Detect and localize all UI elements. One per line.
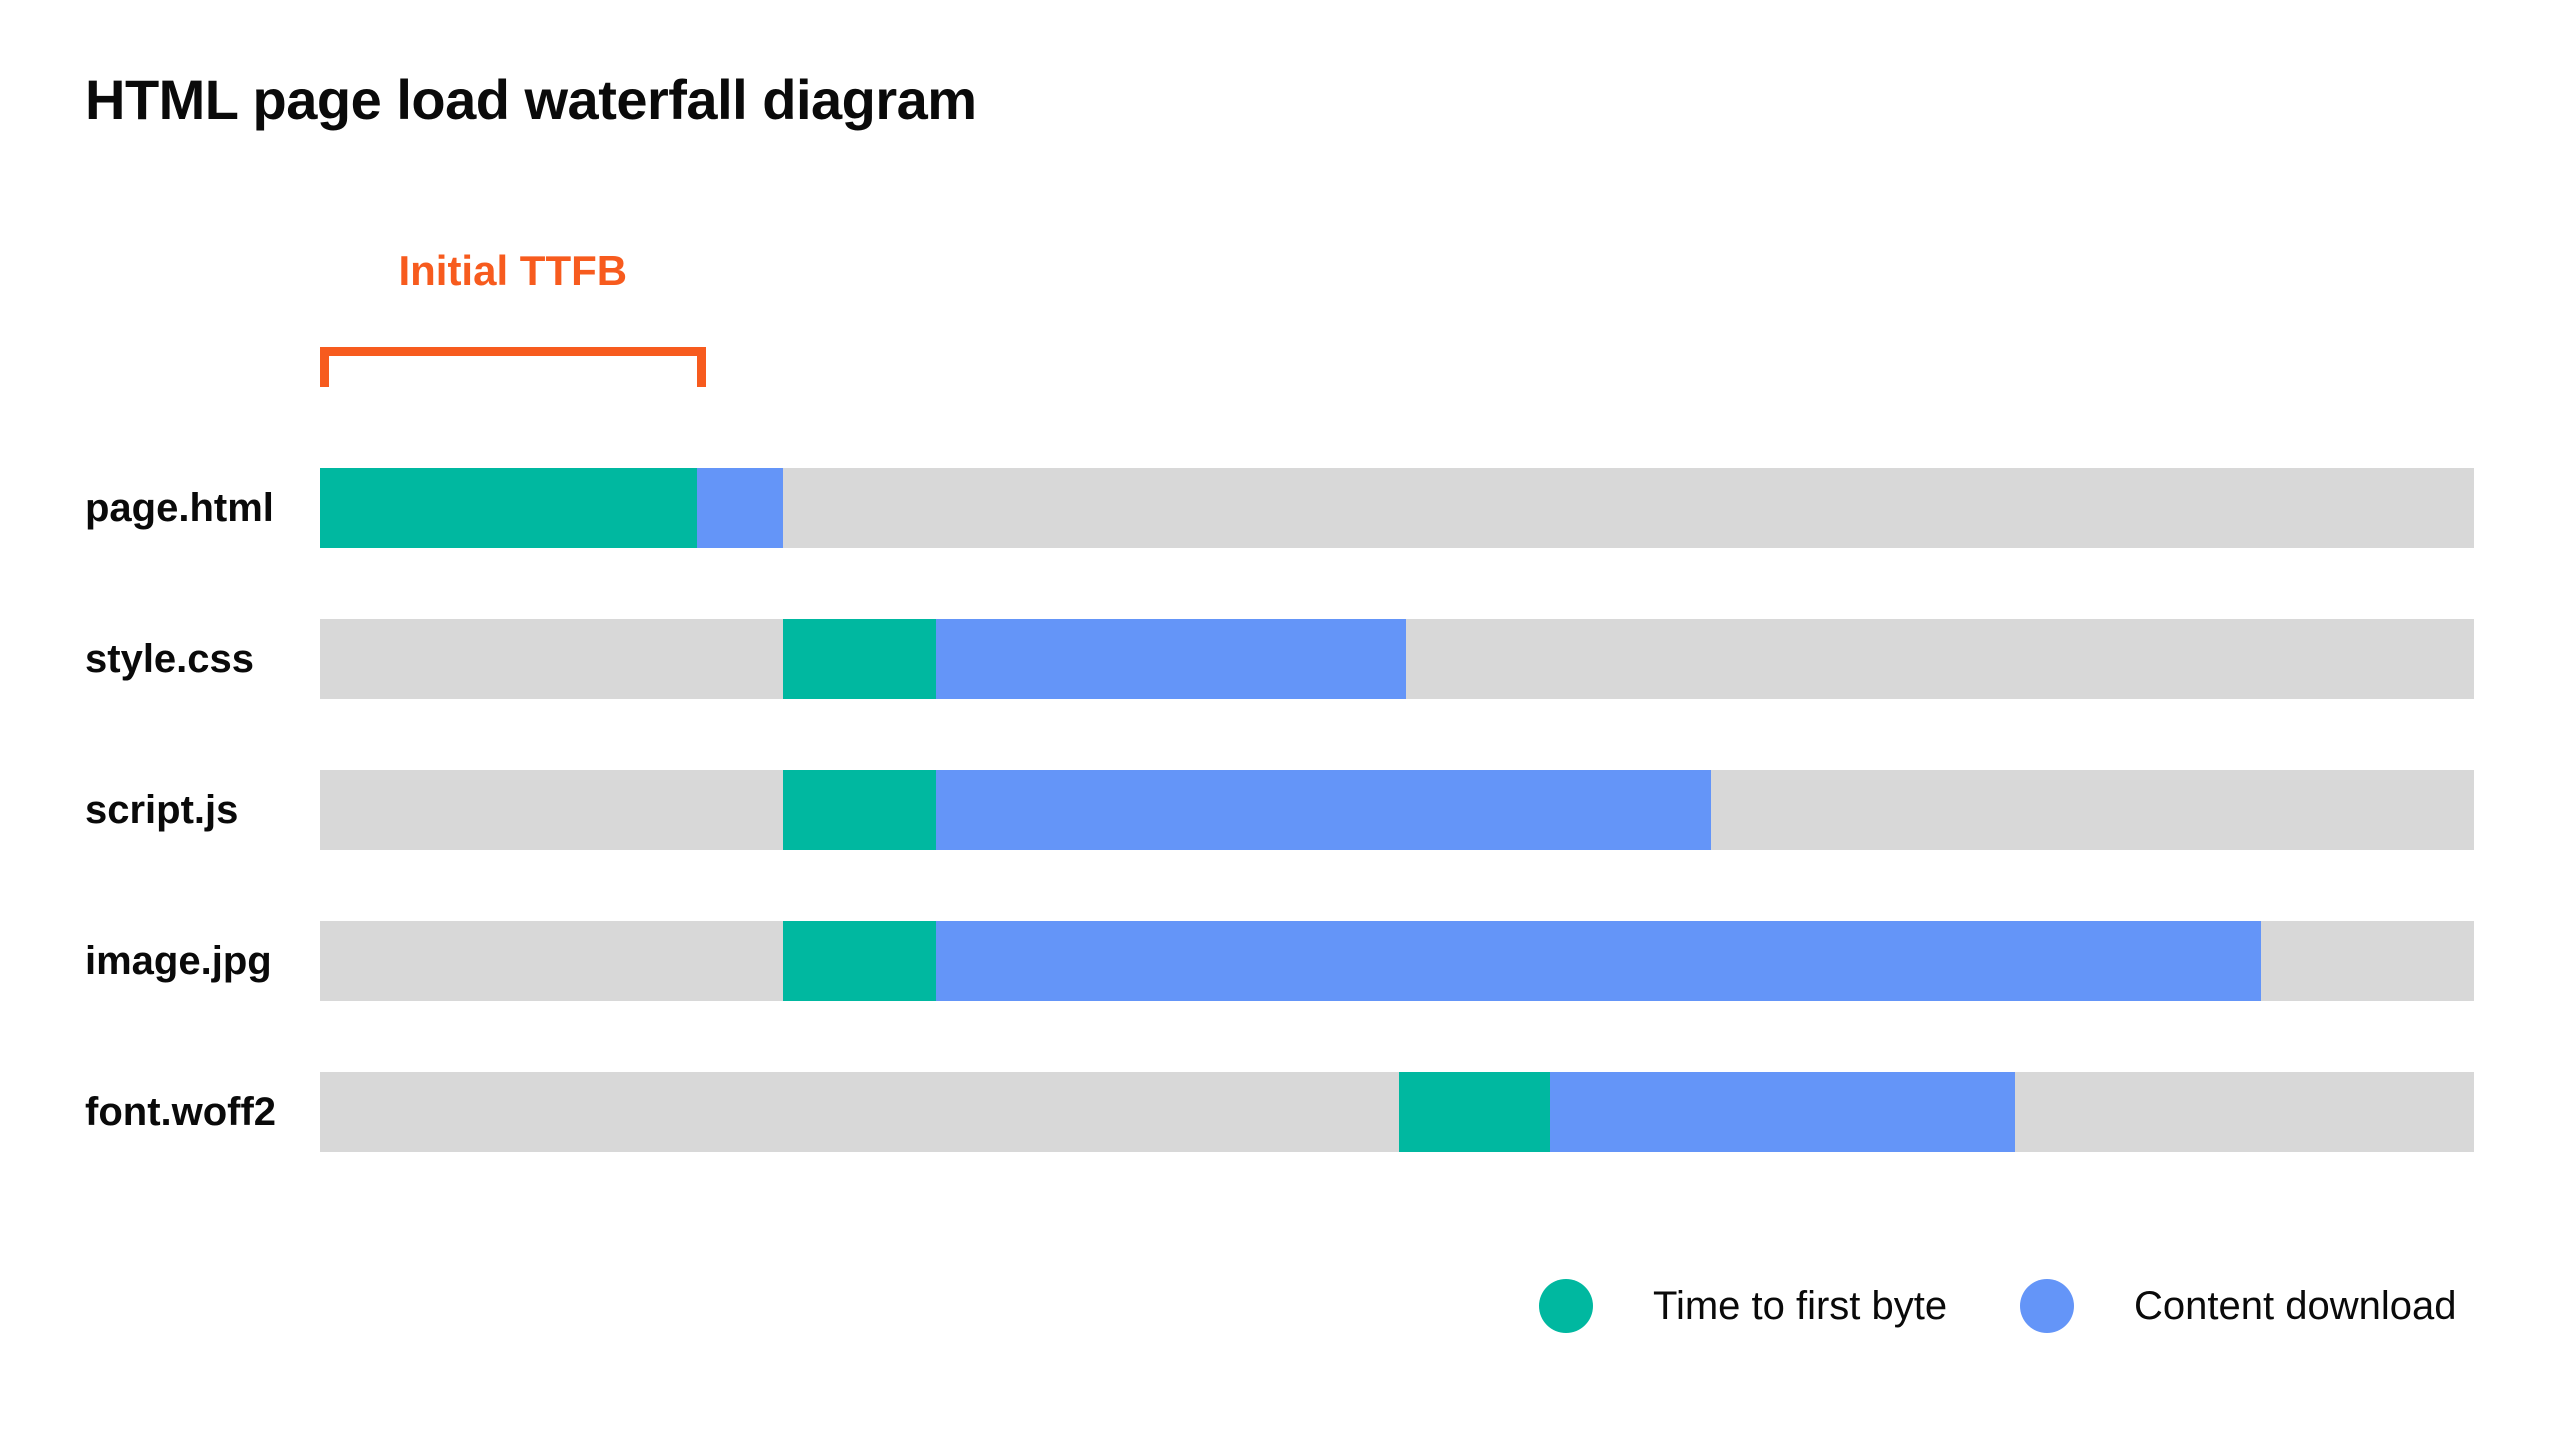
waterfall-row-image.jpg: image.jpg bbox=[0, 921, 2560, 1001]
bar-track-style.css bbox=[320, 619, 2474, 699]
ttfb-segment-font.woff2 bbox=[1399, 1072, 1550, 1152]
waterfall-row-style.css: style.css bbox=[0, 619, 2560, 699]
ttfb-segment-script.js bbox=[783, 770, 937, 850]
ttfb-segment-image.jpg bbox=[783, 921, 937, 1001]
download-segment-page.html bbox=[696, 468, 784, 548]
legend-label-download: Content download bbox=[2134, 1284, 2457, 1328]
ttfb-segment-style.css bbox=[783, 619, 937, 699]
page-title: HTML page load waterfall diagram bbox=[85, 68, 977, 131]
row-label-image.jpg: image.jpg bbox=[85, 939, 272, 983]
waterfall-row-script.js: script.js bbox=[0, 770, 2560, 850]
waterfall-rows: page.html style.css script.js image.jpg font… bbox=[0, 468, 2560, 1223]
initial-ttfb-label: Initial TTFB bbox=[398, 247, 628, 294]
initial-ttfb-bracket bbox=[320, 347, 706, 387]
legend: Time to first byte Content download bbox=[0, 1279, 2560, 1333]
row-label-style.css: style.css bbox=[85, 637, 255, 681]
row-label-font.woff2: font.woff2 bbox=[85, 1090, 277, 1134]
ttfb-segment-page.html bbox=[320, 468, 697, 548]
ttfb-legend-dot-icon bbox=[1539, 1279, 1593, 1333]
legend-label-ttfb: Time to first byte bbox=[1653, 1284, 1948, 1328]
waterfall-row-page.html: page.html bbox=[0, 468, 2560, 548]
download-legend-dot-icon bbox=[2020, 1279, 2074, 1333]
legend-item-download: Content download bbox=[2020, 1279, 2456, 1333]
bar-track-page.html bbox=[320, 468, 2474, 548]
legend-item-ttfb: Time to first byte bbox=[1539, 1279, 1947, 1333]
download-segment-script.js bbox=[936, 770, 1712, 850]
row-label-page.html: page.html bbox=[85, 486, 274, 530]
download-segment-style.css bbox=[936, 619, 1406, 699]
bar-track-font.woff2 bbox=[320, 1072, 2474, 1152]
bar-track-script.js bbox=[320, 770, 2474, 850]
bar-track-image.jpg bbox=[320, 921, 2474, 1001]
row-label-script.js: script.js bbox=[85, 788, 239, 832]
download-segment-image.jpg bbox=[936, 921, 2261, 1001]
download-segment-font.woff2 bbox=[1549, 1072, 2016, 1152]
waterfall-row-font.woff2: font.woff2 bbox=[0, 1072, 2560, 1152]
